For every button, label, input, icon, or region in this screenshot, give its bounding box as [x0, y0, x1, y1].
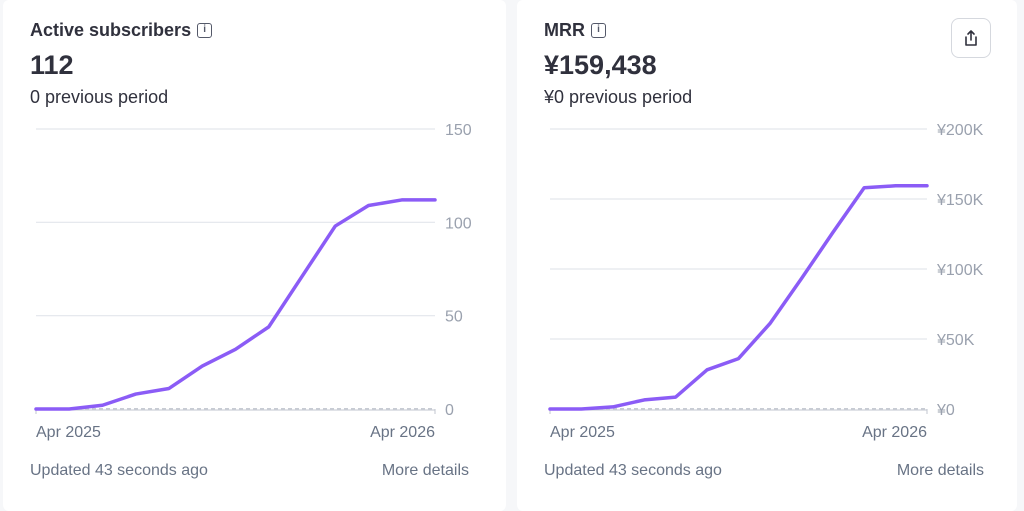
x-tick-label: Apr 2025	[550, 424, 615, 441]
y-tick-label: 100	[445, 215, 472, 232]
title-text: Active subscribers	[30, 20, 192, 40]
x-tick-label: Apr 2026	[370, 424, 435, 441]
y-tick-label: ¥0	[936, 402, 955, 419]
metric-value: ¥159,438	[544, 50, 657, 80]
current-period-line	[34, 198, 437, 411]
updated-text: Updated 43 seconds ago	[544, 462, 722, 479]
info-icon[interactable]: i	[591, 23, 606, 38]
updated-text: Updated 43 seconds ago	[30, 462, 208, 479]
previous-period: 0 previous period	[30, 87, 169, 107]
y-tick-label: 50	[445, 309, 463, 326]
x-tick-label: Apr 2026	[862, 424, 927, 441]
subscribers-chart[interactable]: 0 50 100 150 Apr 2025 Apr 2026	[3, 110, 506, 450]
card-title: MRR i	[544, 20, 606, 41]
title-text: MRR	[544, 20, 585, 40]
y-tick-label: ¥200K	[936, 122, 984, 139]
mrr-chart[interactable]: ¥0 ¥50K ¥100K ¥150K ¥200K Apr 2025 Apr 2026	[517, 110, 1017, 450]
share-icon	[965, 30, 977, 46]
x-tick-label: Apr 2025	[36, 424, 101, 441]
card-title: Active subscribers i	[30, 20, 213, 41]
current-period-line	[548, 184, 929, 411]
y-tick-label: 150	[445, 122, 472, 139]
metric-value: 112	[30, 50, 74, 80]
y-tick-label: ¥150K	[936, 192, 984, 209]
y-tick-label: ¥50K	[936, 332, 975, 349]
previous-period: ¥0 previous period	[544, 87, 693, 107]
more-details-link[interactable]: More details	[381, 462, 469, 479]
y-tick-label: 0	[445, 402, 454, 419]
mrr-card: MRR i ¥159,438 ¥0 previous period ¥0 ¥50K ¥…	[517, 0, 1017, 511]
active-subscribers-card: Active subscribers i 112 0 previous perio…	[3, 0, 506, 511]
y-tick-label: ¥100K	[936, 262, 984, 279]
info-icon[interactable]: i	[197, 23, 213, 38]
share-button[interactable]	[951, 18, 991, 58]
more-details-link[interactable]: More details	[896, 462, 984, 479]
